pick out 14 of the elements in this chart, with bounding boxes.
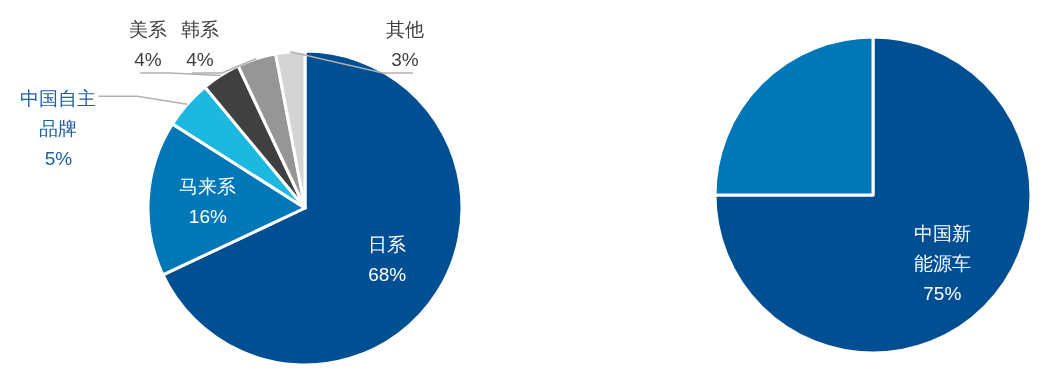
data-label: 5%: [43, 147, 74, 172]
data-label: 4%: [133, 48, 163, 72]
data-label: 16%: [187, 204, 228, 229]
data-label: 4%: [185, 48, 215, 72]
data-label: 68%: [368, 263, 407, 288]
slice-label: 其他: [386, 18, 424, 42]
data-label: 75%: [922, 282, 963, 307]
slice-label: 中国新能源车: [912, 222, 972, 277]
slice-label: 中国自主品牌: [19, 87, 98, 142]
slice-label: 美系: [129, 18, 167, 42]
slice-label: 日系: [368, 233, 407, 258]
data-label: 3%: [390, 48, 420, 72]
slice-label: 马来系: [179, 174, 237, 199]
slice-label: 韩系: [181, 18, 219, 42]
